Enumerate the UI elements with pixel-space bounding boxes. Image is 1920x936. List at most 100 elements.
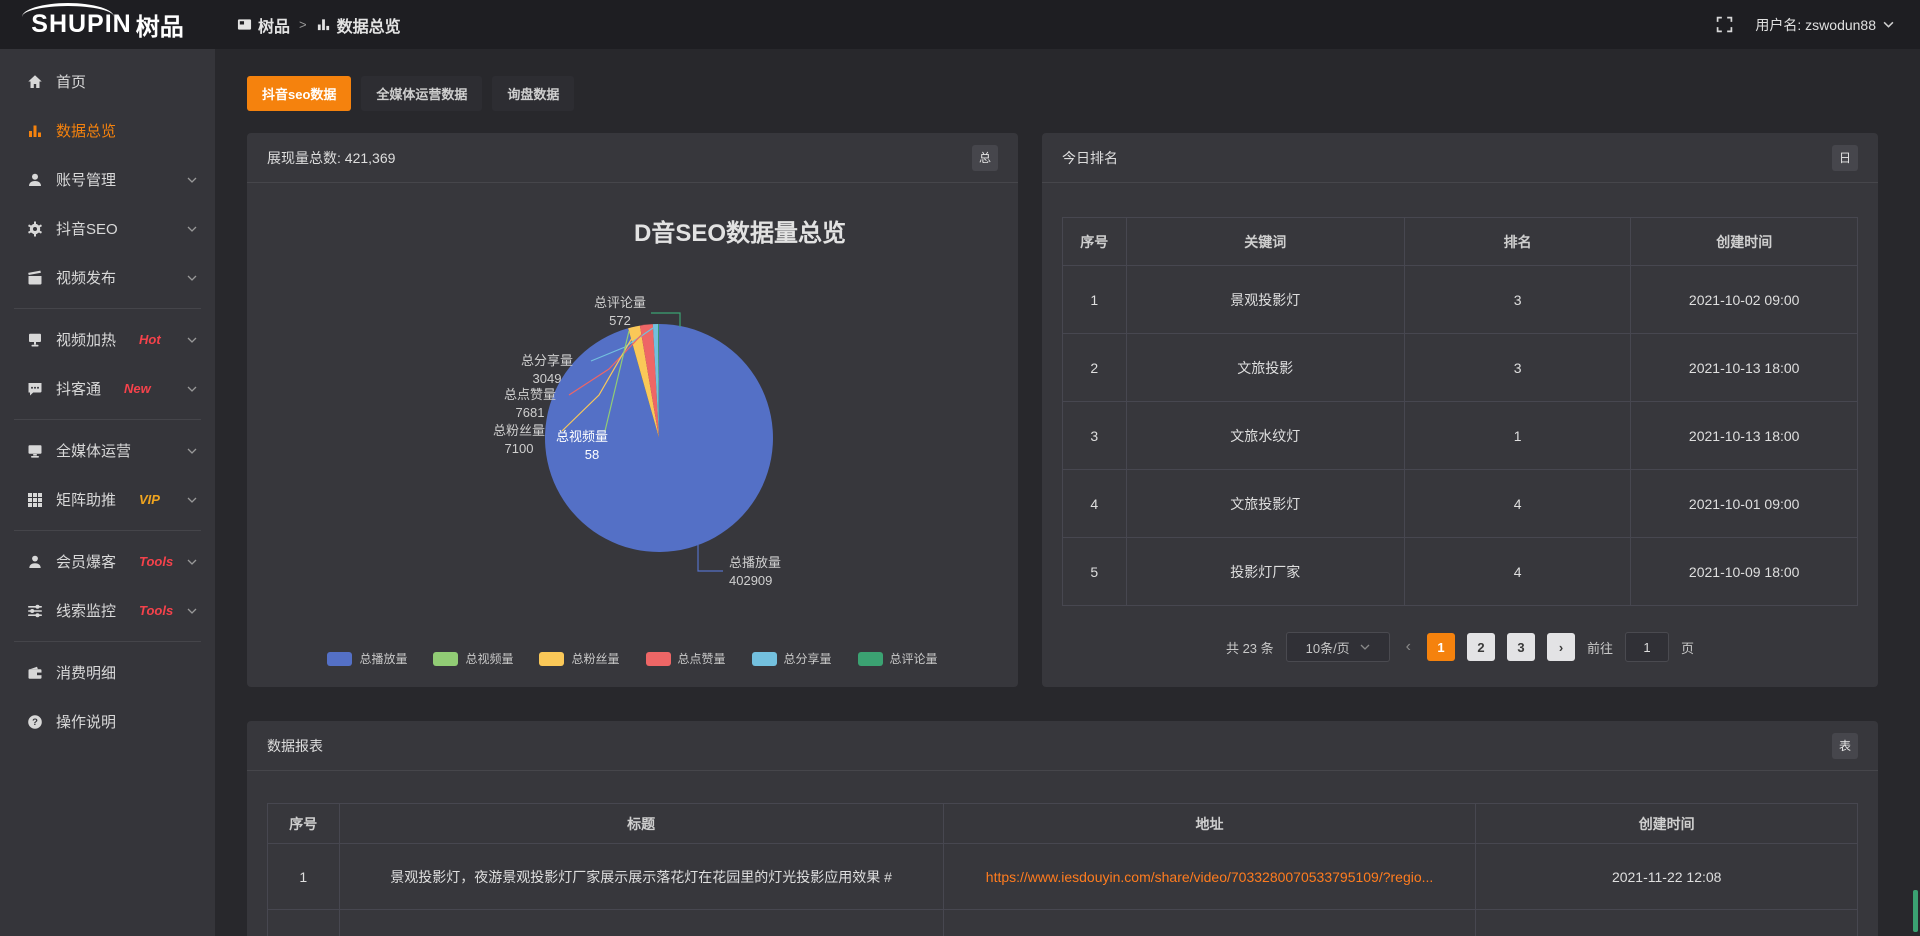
pie-slice-总评论量[interactable] xyxy=(658,323,659,438)
col-header-title: 标题 xyxy=(338,803,944,844)
sidebar-item-consumption-details[interactable]: 消费明细 xyxy=(0,648,215,697)
sidebar-item-label: 抖客通 xyxy=(56,381,102,398)
legend-item-shares[interactable]: 总分享量 xyxy=(751,650,832,667)
cell-rank: 1 xyxy=(1403,401,1632,470)
legend-label: 总分享量 xyxy=(783,652,832,666)
chevron-down-icon xyxy=(1883,21,1894,28)
legend-item-video[interactable]: 总视频量 xyxy=(433,650,513,667)
today-ranking-panel: 今日排名 日 序号 关键词 排名 创建时间 1 景观投影灯 xyxy=(1042,133,1878,687)
sidebar-item-doukotong[interactable]: 抖客通 New xyxy=(0,364,215,413)
user-menu[interactable]: 用户名: zswodun88 xyxy=(1755,15,1894,35)
table-row: 1 景观投影灯，夜游景观投影灯厂家展示展示落花灯在花园里的灯光投影应用效果 # … xyxy=(267,843,1858,910)
cell-empty xyxy=(338,909,944,936)
sidebar-item-data-overview[interactable]: 数据总览 xyxy=(0,106,215,155)
sidebar-item-label: 抖音SEO xyxy=(56,221,118,238)
sidebar-item-label: 全媒体运营 xyxy=(56,443,132,460)
page-button-1[interactable]: 1 xyxy=(1426,633,1455,661)
pie-label-name: 总评论量 xyxy=(594,295,646,310)
table-row: 5 投影灯厂家 4 2021-10-09 18:00 xyxy=(1062,537,1858,606)
pie-slice-总视频量[interactable] xyxy=(628,328,659,438)
legend-item-likes[interactable]: 总点赞量 xyxy=(645,650,726,667)
sidebar-item-lead-monitoring[interactable]: 线索监控 Tools xyxy=(0,586,215,635)
app-logo: SHUPIN 树品 xyxy=(0,0,215,49)
rank-panel-title: 今日排名 xyxy=(1062,149,1118,166)
pie-label-value: 7100 xyxy=(505,441,534,456)
cell-created: 2021-11-22 12:08 xyxy=(1475,843,1858,910)
pie-label-line xyxy=(651,312,681,327)
next-page-button[interactable]: › xyxy=(1546,633,1575,661)
overview-total-button[interactable]: 总 xyxy=(972,144,998,171)
pie-label-value: 572 xyxy=(609,313,631,328)
report-table-button[interactable]: 表 xyxy=(1832,732,1858,759)
bar-chart-icon xyxy=(317,19,329,31)
legend-label: 总播放量 xyxy=(359,652,408,666)
legend-item-comments[interactable]: 总评论量 xyxy=(857,650,938,667)
cell-keyword: 文旅投影 xyxy=(1125,333,1405,402)
breadcrumb-root[interactable]: 树品 xyxy=(237,13,290,37)
col-header-no: 序号 xyxy=(267,803,340,844)
sidebar-item-operation-guide[interactable]: ? 操作说明 xyxy=(0,697,215,746)
page-button-2[interactable]: 2 xyxy=(1466,633,1495,661)
sidebar-item-home[interactable]: 首页 xyxy=(0,57,215,106)
prev-page-button[interactable]: ‹ xyxy=(1405,638,1411,655)
tab-douyin-seo-data[interactable]: 抖音seo数据 xyxy=(247,76,352,111)
report-panel-title: 数据报表 xyxy=(267,737,323,754)
pie-slice-总播放量[interactable] xyxy=(544,324,773,552)
pie-slice-总分享量[interactable] xyxy=(652,324,659,438)
sidebar-item-video-heating[interactable]: 视频加热 Hot xyxy=(0,315,215,364)
sliders-icon xyxy=(28,604,42,617)
pie-slice-总粉丝量[interactable] xyxy=(628,325,659,438)
tab-inquiry-data[interactable]: 询盘数据 xyxy=(492,76,575,111)
fullscreen-button[interactable] xyxy=(1716,16,1733,33)
legend-chip xyxy=(327,651,353,666)
app-window-icon xyxy=(237,19,252,30)
legend-item-fans[interactable]: 总粉丝量 xyxy=(539,650,620,667)
report-table: 序号 标题 地址 创建时间 1 景观投影灯，夜游景观投影灯厂家展示展示落花灯在花… xyxy=(267,803,1858,936)
breadcrumb-root-label: 树品 xyxy=(258,18,291,36)
pie-label-value: 402909 xyxy=(729,573,772,588)
sidebar-item-account-management[interactable]: 账号管理 xyxy=(0,155,215,204)
chevron-down-icon xyxy=(187,386,197,392)
breadcrumb: 树品 > 数据总览 xyxy=(237,13,401,37)
sidebar-divider xyxy=(14,308,201,309)
sidebar-item-matrix-boost[interactable]: 矩阵助推 VIP xyxy=(0,475,215,524)
chevron-down-icon xyxy=(1360,644,1370,650)
video-link[interactable]: https://www.iesdouyin.com/share/video/70… xyxy=(985,868,1434,885)
scrollbar-thumb[interactable] xyxy=(1913,890,1918,932)
rank-day-button[interactable]: 日 xyxy=(1832,144,1858,171)
cell-created: 2021-10-02 09:00 xyxy=(1630,265,1858,334)
col-header-keyword: 关键词 xyxy=(1125,217,1405,266)
cell-rank: 3 xyxy=(1403,265,1632,334)
tab-omnimedia-data[interactable]: 全媒体运营数据 xyxy=(361,76,483,111)
pie-label-line xyxy=(697,545,723,572)
chevron-down-icon xyxy=(187,497,197,503)
cell-title: 景观投影灯，夜游景观投影灯厂家展示展示落花灯在花园里的灯光投影应用效果 # xyxy=(338,843,944,910)
sidebar-item-member-baoke[interactable]: 会员爆客 Tools xyxy=(0,537,215,586)
sidebar-divider xyxy=(14,419,201,420)
sidebar-item-video-publish[interactable]: 视频发布 xyxy=(0,253,215,302)
sidebar-item-label: 数据总览 xyxy=(56,123,117,140)
logo-arc-decoration xyxy=(22,3,114,17)
sidebar-item-douyin-seo[interactable]: 抖音SEO xyxy=(0,204,215,253)
member-icon xyxy=(29,555,41,568)
page-button-3[interactable]: 3 xyxy=(1506,633,1535,661)
pie-label-value: 58 xyxy=(585,447,599,462)
legend-item-play[interactable]: 总播放量 xyxy=(327,650,407,667)
screen-icon xyxy=(29,333,41,346)
overview-panel-title: 展现量总数: 421,369 xyxy=(267,149,396,166)
goto-page-input[interactable] xyxy=(1625,632,1669,662)
cell-no: 3 xyxy=(1062,401,1127,470)
sidebar-item-label: 消费明细 xyxy=(56,665,117,682)
pie-label-value: 7681 xyxy=(516,405,545,420)
legend-label: 总点赞量 xyxy=(677,652,726,666)
sidebar-item-omnimedia-operation[interactable]: 全媒体运营 xyxy=(0,426,215,475)
page-size-select[interactable]: 10条/页 xyxy=(1285,632,1390,662)
pie-slice-总点赞量[interactable] xyxy=(639,324,659,438)
table-header-row: 序号 标题 地址 创建时间 xyxy=(267,803,1858,844)
app-header: SHUPIN 树品 树品 > 数据总览 用户名: zswodu xyxy=(0,0,1920,49)
pie-chart-svg: D音SEO数据量总览 总评论量 572 总分享量 3049 总点赞量 7681 xyxy=(493,219,846,588)
cell-empty xyxy=(942,909,1477,936)
page-size-value: 10条/页 xyxy=(1305,640,1350,656)
page-unit-label: 页 xyxy=(1681,640,1695,656)
pie-label-name: 总点赞量 xyxy=(504,387,556,402)
